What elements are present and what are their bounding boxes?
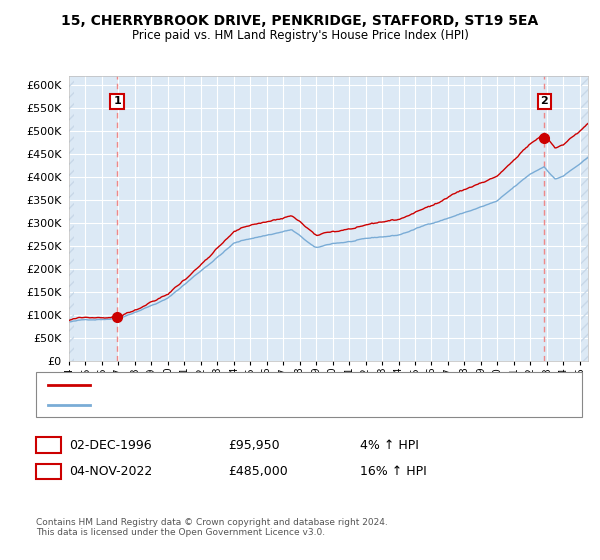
Text: 04-NOV-2022: 04-NOV-2022 bbox=[69, 465, 152, 478]
Text: HPI: Average price, detached house, South Staffordshire: HPI: Average price, detached house, Sout… bbox=[96, 400, 371, 410]
Text: 15, CHERRYBROOK DRIVE, PENKRIDGE, STAFFORD, ST19 5EA: 15, CHERRYBROOK DRIVE, PENKRIDGE, STAFFO… bbox=[61, 14, 539, 28]
Text: 15, CHERRYBROOK DRIVE, PENKRIDGE, STAFFORD, ST19 5EA (detached house): 15, CHERRYBROOK DRIVE, PENKRIDGE, STAFFO… bbox=[96, 380, 485, 390]
Text: 02-DEC-1996: 02-DEC-1996 bbox=[69, 438, 152, 452]
Text: Price paid vs. HM Land Registry's House Price Index (HPI): Price paid vs. HM Land Registry's House … bbox=[131, 29, 469, 42]
Text: 4% ↑ HPI: 4% ↑ HPI bbox=[360, 438, 419, 452]
Bar bbox=[69, 76, 74, 361]
Text: 2: 2 bbox=[44, 465, 53, 478]
Bar bbox=[581, 76, 598, 361]
Text: £95,950: £95,950 bbox=[228, 438, 280, 452]
Text: 16% ↑ HPI: 16% ↑ HPI bbox=[360, 465, 427, 478]
Text: 2: 2 bbox=[540, 96, 548, 106]
Text: 1: 1 bbox=[113, 96, 121, 106]
Text: Contains HM Land Registry data © Crown copyright and database right 2024.
This d: Contains HM Land Registry data © Crown c… bbox=[36, 518, 388, 538]
Text: £485,000: £485,000 bbox=[228, 465, 288, 478]
Text: 1: 1 bbox=[44, 438, 53, 452]
